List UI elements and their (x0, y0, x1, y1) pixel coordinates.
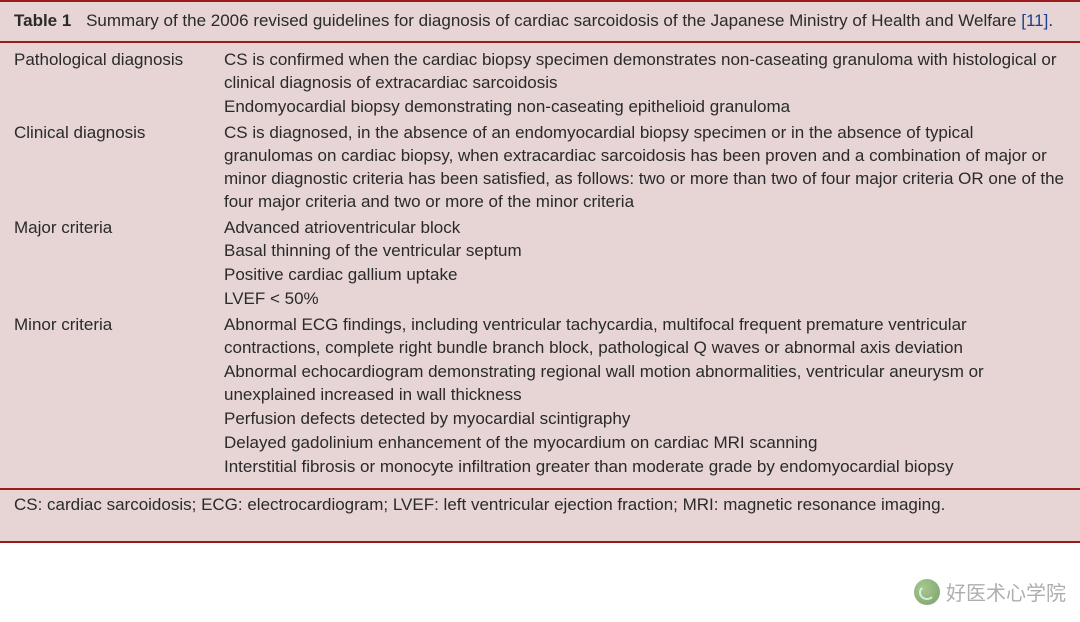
row-label: Pathological diagnosis (14, 49, 224, 72)
row-item: Basal thinning of the ventricular septum (224, 240, 1066, 263)
row-item: Advanced atrioventricular block (224, 217, 1066, 240)
citation-ref[interactable]: [11] (1021, 11, 1048, 30)
row-content: Advanced atrioventricular block Basal th… (224, 217, 1066, 313)
row-item: Perfusion defects detected by myocardial… (224, 408, 1066, 431)
row-item: Abnormal echocardiogram demonstrating re… (224, 361, 1066, 407)
row-content: CS is confirmed when the cardiac biopsy … (224, 49, 1066, 120)
table-row: Pathological diagnosis CS is confirmed w… (14, 49, 1066, 120)
table-caption-text: Summary of the 2006 revised guidelines f… (86, 11, 1021, 30)
watermark-text: 好医术心学院 (946, 577, 1066, 606)
table-caption-tail: . (1048, 11, 1053, 30)
row-content: CS is diagnosed, in the absence of an en… (224, 122, 1066, 215)
row-item: CS is diagnosed, in the absence of an en… (224, 122, 1066, 214)
table-1: Table 1 Summary of the 2006 revised guid… (0, 0, 1080, 543)
table-row: Major criteria Advanced atrioventricular… (14, 217, 1066, 313)
watermark: 好医术心学院 (914, 577, 1066, 606)
row-item: Interstitial fibrosis or monocyte infilt… (224, 456, 1066, 479)
row-item: Delayed gadolinium enhancement of the my… (224, 432, 1066, 455)
table-label: Table 1 (14, 11, 71, 30)
table-body: Pathological diagnosis CS is confirmed w… (0, 43, 1080, 488)
row-label: Major criteria (14, 217, 224, 240)
row-item: LVEF < 50% (224, 288, 1066, 311)
table-row: Minor criteria Abnormal ECG findings, in… (14, 314, 1066, 480)
row-item: CS is confirmed when the cardiac biopsy … (224, 49, 1066, 95)
row-item: Positive cardiac gallium uptake (224, 264, 1066, 287)
row-item: Endomyocardial biopsy demonstrating non-… (224, 96, 1066, 119)
watermark-icon (914, 579, 940, 605)
table-caption: Table 1 Summary of the 2006 revised guid… (0, 0, 1080, 43)
table-footnote: CS: cardiac sarcoidosis; ECG: electrocar… (0, 490, 1080, 543)
table-row: Clinical diagnosis CS is diagnosed, in t… (14, 122, 1066, 215)
row-label: Minor criteria (14, 314, 224, 337)
row-content: Abnormal ECG findings, including ventric… (224, 314, 1066, 480)
row-item: Abnormal ECG findings, including ventric… (224, 314, 1066, 360)
row-label: Clinical diagnosis (14, 122, 224, 145)
